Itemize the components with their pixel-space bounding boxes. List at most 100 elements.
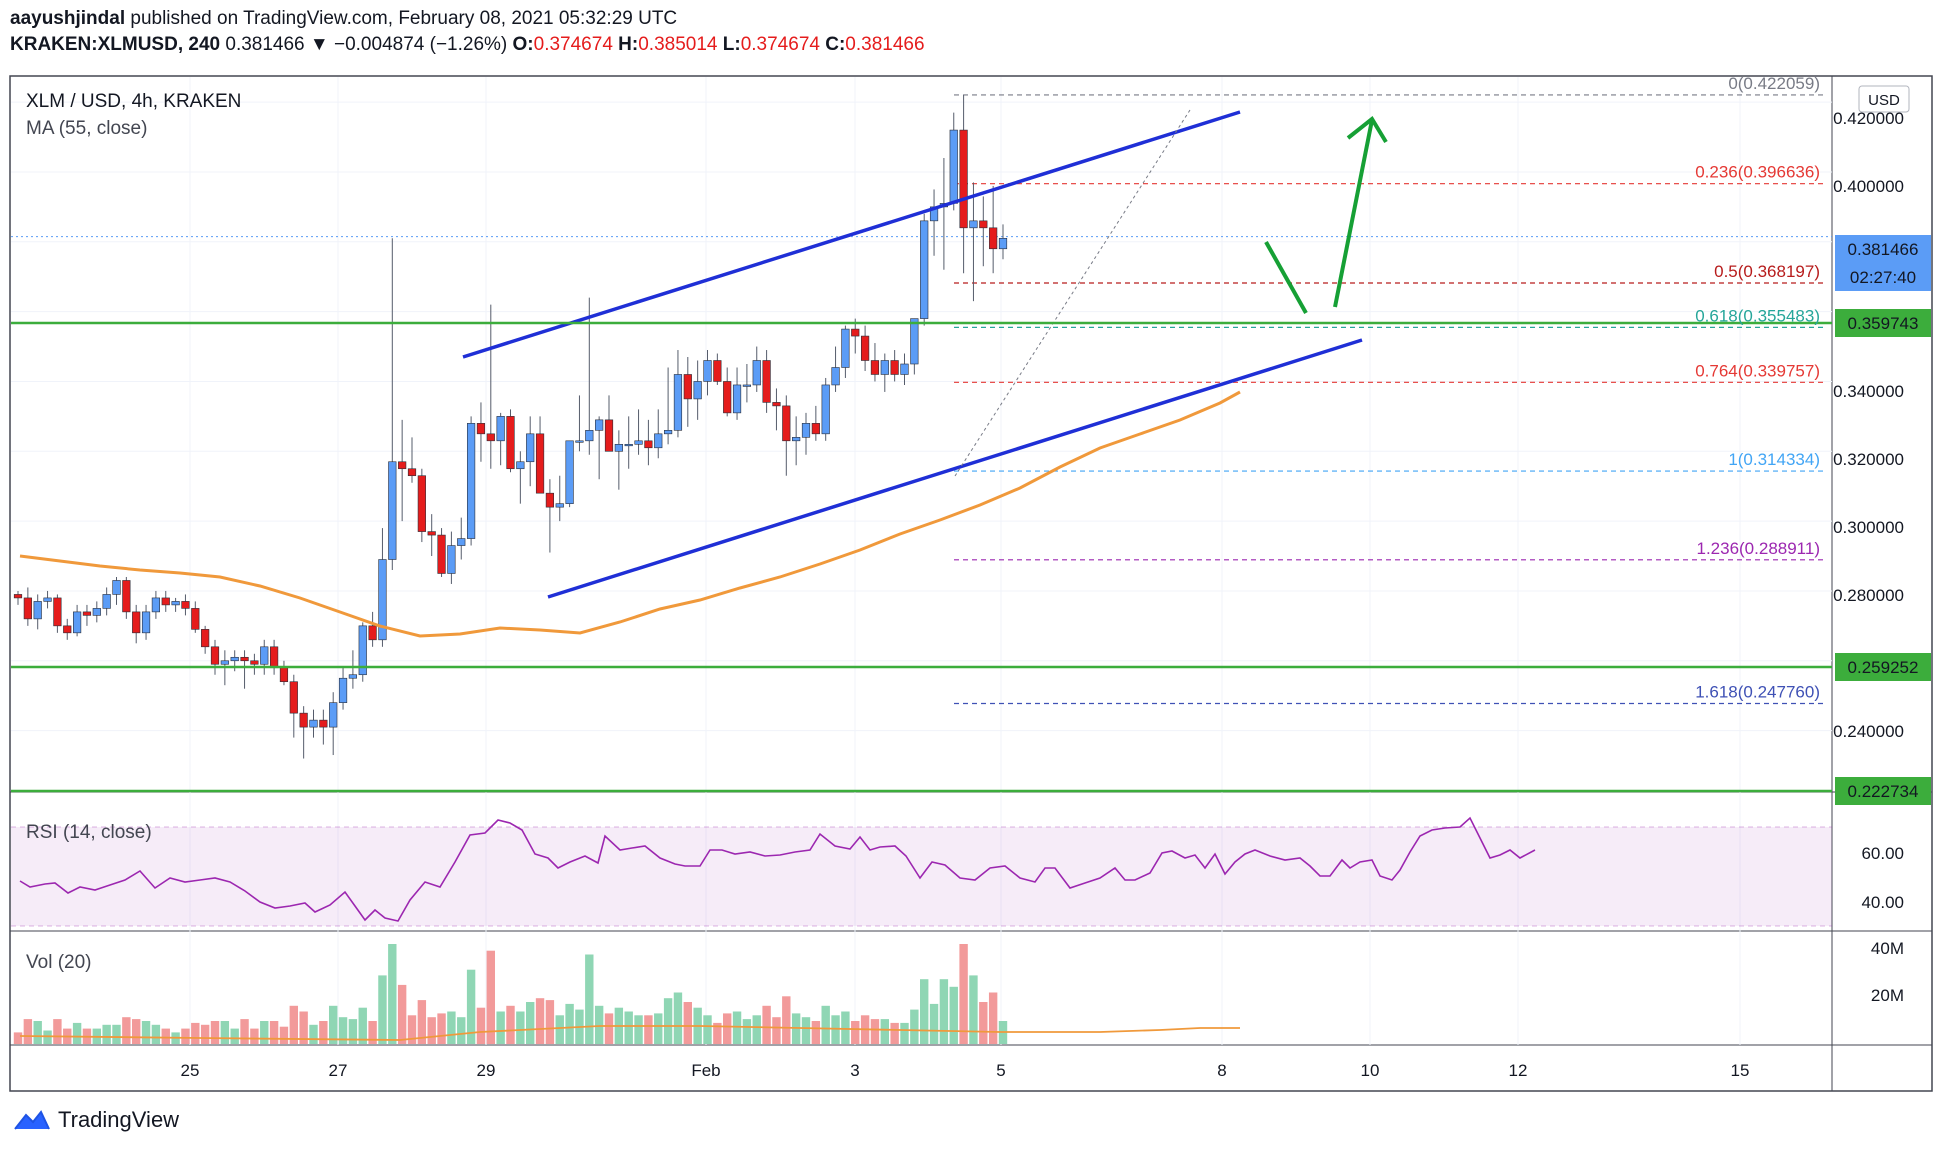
candle[interactable] [752, 346, 761, 392]
candle[interactable] [929, 189, 939, 256]
candle[interactable] [880, 353, 889, 392]
candle[interactable] [890, 350, 899, 382]
candle[interactable] [260, 639, 269, 675]
candle[interactable] [860, 325, 870, 371]
candle[interactable] [663, 367, 673, 445]
candle[interactable] [673, 350, 683, 438]
brand-footer[interactable]: TradingView [14, 1107, 179, 1133]
author[interactable]: aayushjindal [10, 8, 126, 29]
candle[interactable] [398, 419, 407, 522]
candle[interactable] [13, 590, 23, 605]
candle[interactable] [112, 576, 121, 605]
candle[interactable] [23, 587, 32, 626]
candle[interactable] [811, 405, 820, 441]
candle[interactable] [171, 597, 180, 612]
candle[interactable] [792, 416, 801, 466]
candle[interactable] [998, 224, 1008, 260]
candle[interactable] [801, 412, 811, 455]
candle[interactable] [841, 325, 850, 378]
candle[interactable] [604, 395, 614, 452]
candle[interactable] [742, 363, 751, 403]
candle[interactable] [329, 692, 338, 756]
candle[interactable] [545, 479, 554, 553]
candle[interactable] [526, 416, 535, 487]
candle[interactable] [732, 367, 742, 420]
candle[interactable] [161, 590, 170, 612]
candle[interactable] [614, 430, 623, 490]
candle[interactable] [368, 611, 377, 647]
candle[interactable] [388, 238, 397, 570]
candle[interactable] [476, 402, 486, 462]
candle[interactable] [959, 95, 968, 274]
candle[interactable] [920, 213, 929, 326]
candle[interactable] [250, 653, 259, 675]
candle[interactable] [535, 416, 545, 494]
candle[interactable] [309, 709, 318, 738]
candle[interactable] [939, 158, 948, 270]
candle[interactable] [73, 604, 82, 637]
candle[interactable] [82, 604, 92, 626]
candle[interactable] [378, 528, 387, 647]
candle[interactable] [151, 590, 161, 619]
candle[interactable] [358, 622, 367, 682]
candle[interactable] [132, 604, 141, 644]
candle[interactable] [122, 576, 131, 619]
candle[interactable] [466, 416, 476, 546]
candle[interactable] [693, 360, 702, 420]
candle[interactable] [63, 618, 72, 640]
candle[interactable] [92, 601, 101, 623]
candle[interactable] [319, 709, 328, 745]
candle[interactable] [831, 346, 840, 392]
candle[interactable] [338, 667, 348, 710]
candle[interactable] [949, 112, 958, 211]
candle[interactable] [486, 304, 495, 469]
candle[interactable] [555, 475, 564, 522]
candle[interactable] [43, 590, 52, 609]
candle[interactable] [447, 531, 456, 584]
candle[interactable] [654, 409, 663, 459]
candle[interactable] [102, 587, 111, 616]
candle[interactable] [851, 318, 860, 354]
candle[interactable] [496, 412, 505, 466]
candle[interactable] [33, 594, 42, 630]
candle[interactable] [762, 350, 771, 413]
candle[interactable] [348, 650, 358, 689]
candle[interactable] [575, 395, 584, 452]
candle[interactable] [299, 706, 308, 759]
candle[interactable] [624, 416, 633, 469]
candle[interactable] [457, 517, 466, 560]
candle[interactable] [437, 528, 446, 577]
candle[interactable] [181, 594, 190, 616]
candle[interactable] [141, 604, 151, 640]
candle[interactable] [910, 318, 919, 375]
candle[interactable] [644, 419, 653, 466]
candle[interactable] [506, 409, 515, 473]
channel-upper-line[interactable] [462, 110, 1241, 359]
candle[interactable] [989, 185, 998, 274]
candle[interactable] [269, 639, 279, 675]
candle[interactable] [870, 343, 880, 382]
candle[interactable] [565, 440, 574, 508]
candle[interactable] [516, 451, 525, 504]
candle[interactable] [900, 353, 909, 385]
candle[interactable] [703, 350, 712, 396]
candle[interactable] [723, 367, 732, 417]
candle[interactable] [427, 514, 436, 557]
candle[interactable] [634, 409, 643, 455]
candle[interactable] [979, 196, 988, 267]
candle[interactable] [53, 594, 62, 633]
candle[interactable] [782, 395, 791, 476]
candle[interactable] [969, 182, 978, 302]
candle[interactable] [683, 357, 692, 427]
candle[interactable] [821, 377, 830, 441]
candle[interactable] [279, 660, 289, 686]
candle[interactable] [417, 468, 426, 543]
candle[interactable] [210, 639, 220, 675]
candle[interactable] [713, 353, 722, 385]
candle[interactable] [585, 297, 594, 455]
channel-lower-line[interactable] [547, 338, 1363, 599]
candle[interactable] [407, 437, 417, 483]
candle[interactable] [240, 650, 249, 689]
candle[interactable] [289, 674, 298, 738]
